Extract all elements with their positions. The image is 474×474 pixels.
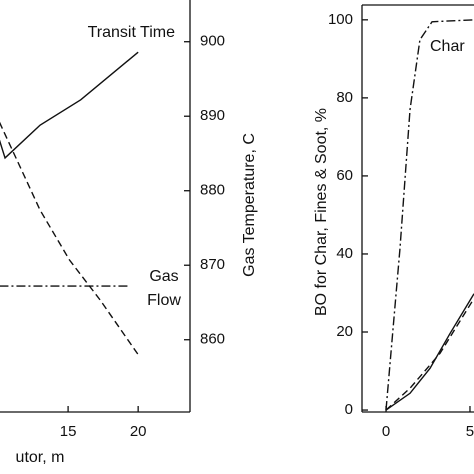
y2-tick-label: 890 xyxy=(200,107,225,124)
y-tick-label: 0 xyxy=(345,401,353,418)
series-line xyxy=(385,298,474,411)
y-tick-label: 100 xyxy=(328,11,353,28)
x-axis-label: utor, m xyxy=(16,449,65,466)
annotation: Gas xyxy=(149,268,178,285)
series-line xyxy=(0,121,139,356)
y2-axis-label: Gas Temperature, C xyxy=(241,133,258,277)
y-tick-label: 20 xyxy=(336,323,353,340)
x-tick-label: 0 xyxy=(382,423,390,440)
y2-tick-label: 880 xyxy=(200,182,225,199)
series-line xyxy=(385,293,474,411)
x-tick-label: 15 xyxy=(60,423,77,440)
y-tick-label: 60 xyxy=(336,167,353,184)
y2-tick-label: 860 xyxy=(200,331,225,348)
series-line xyxy=(385,19,474,411)
series-line xyxy=(0,51,139,160)
annotation: Char xyxy=(430,38,465,55)
y-axis-label: BO for Char, Fines & Soot, % xyxy=(313,108,330,316)
y-tick-label: 80 xyxy=(336,89,353,106)
x-tick-label: 20 xyxy=(130,423,147,440)
x-tick-label: 5 xyxy=(466,423,474,440)
annotation: Flow xyxy=(147,292,181,309)
y2-tick-label: 900 xyxy=(200,33,225,50)
y2-tick-label: 870 xyxy=(200,256,225,273)
y-tick-label: 40 xyxy=(336,245,353,262)
annotation: Transit Time xyxy=(88,24,176,41)
